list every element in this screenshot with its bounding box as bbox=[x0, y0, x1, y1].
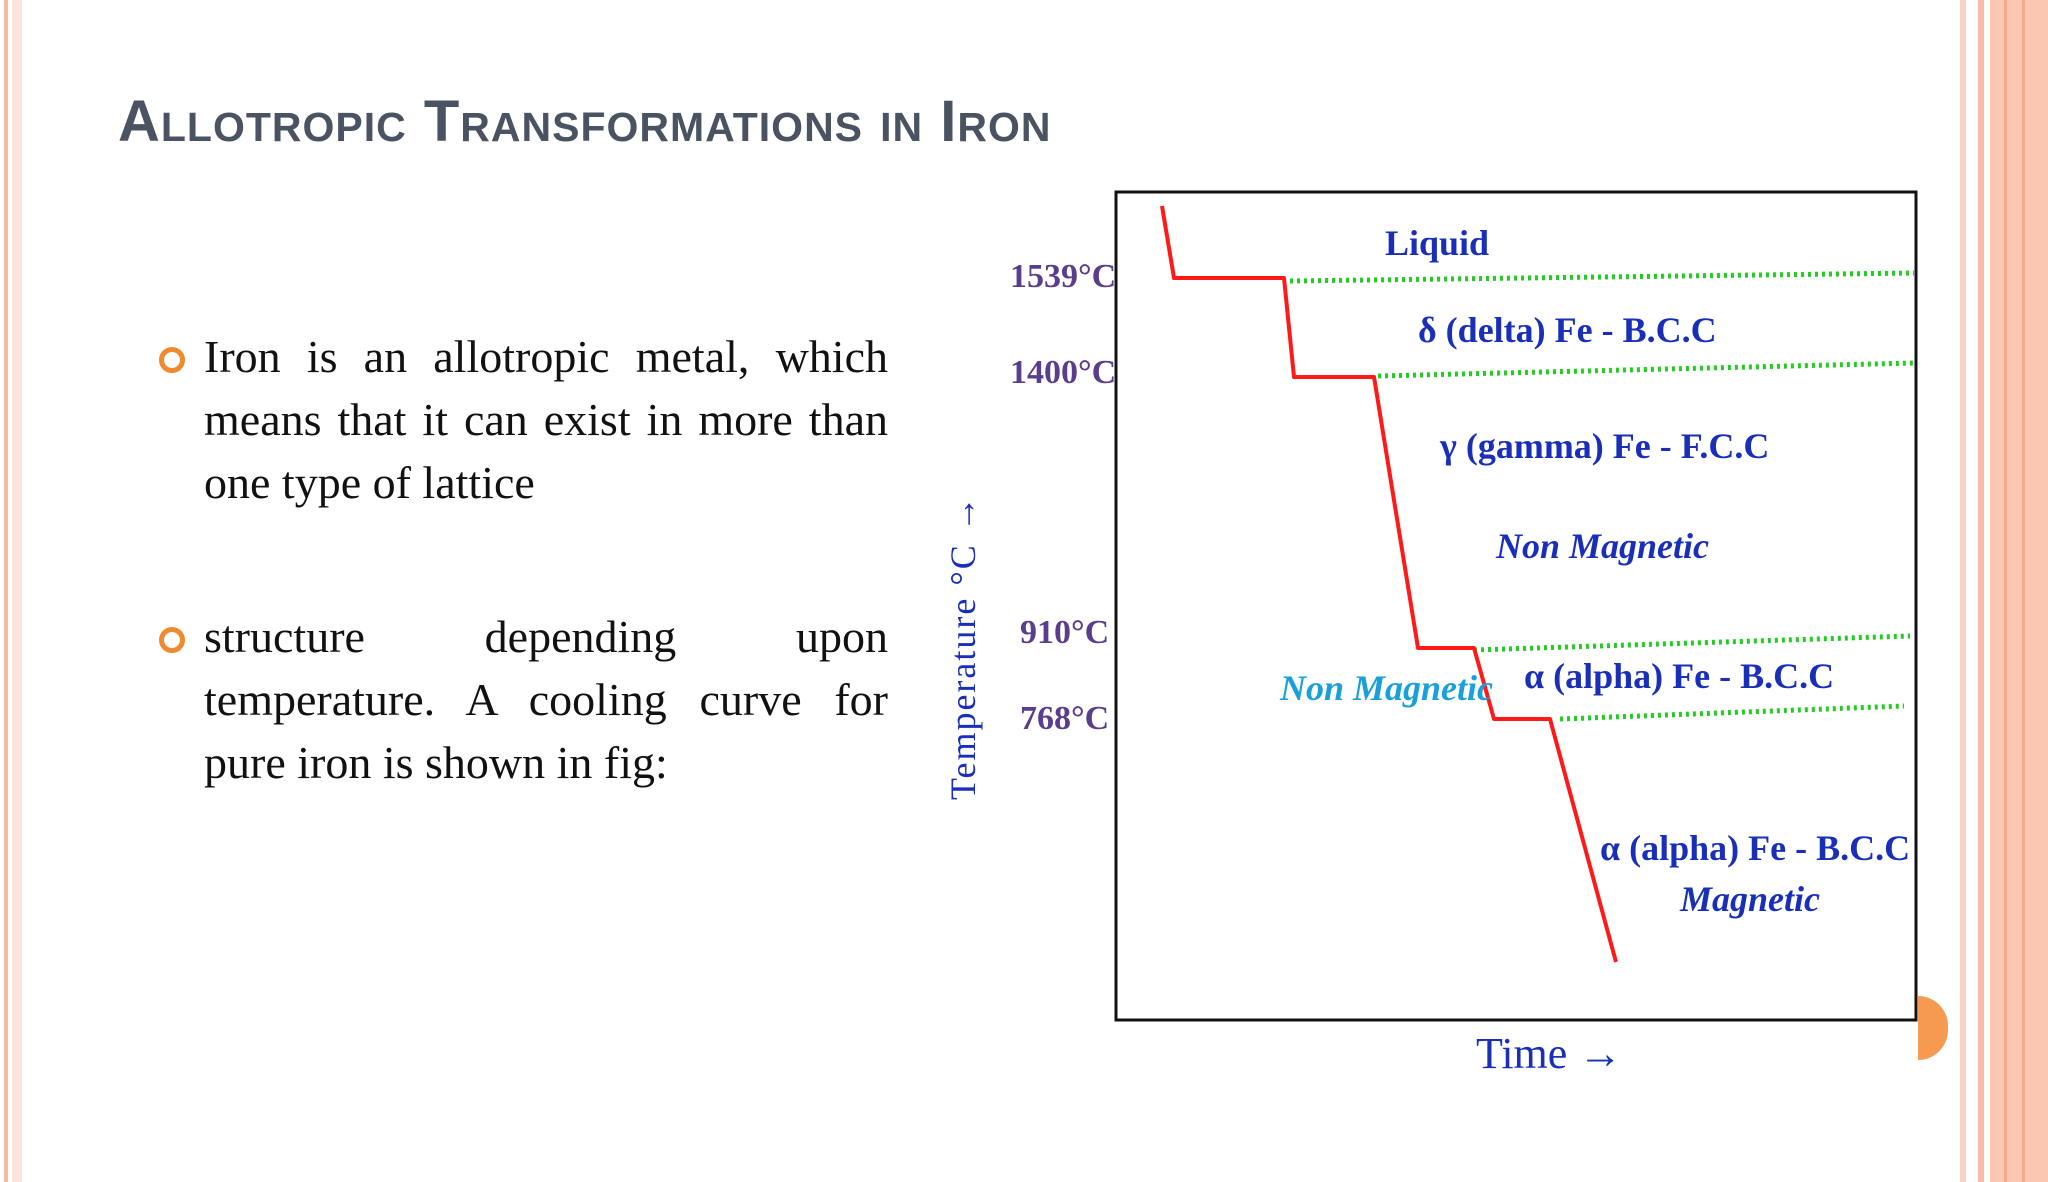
region-label-alpha-magnetism: Magnetic bbox=[1679, 879, 1820, 919]
bullet-item: structure depending upon temperature. A … bbox=[159, 605, 888, 794]
temp-label-1539: 1539°C bbox=[1010, 258, 1116, 295]
right-decorative-border bbox=[1960, 0, 2048, 1182]
temp-label-768: 768°C bbox=[1020, 700, 1109, 737]
temp-label-910: 910°C bbox=[1020, 614, 1109, 651]
phase-boundary-lines bbox=[1289, 270, 1915, 722]
cooling-curve-line bbox=[1160, 205, 1618, 963]
left-decorative-border bbox=[0, 0, 22, 1182]
plot-frame bbox=[1114, 190, 1918, 1022]
border-stripe bbox=[2022, 0, 2025, 1182]
region-label-delta: δ (delta) Fe - B.C.C bbox=[1418, 310, 1717, 350]
x-axis-label: Time → bbox=[1476, 1029, 1622, 1078]
boundary-line-1400 bbox=[1377, 360, 1915, 379]
bullet-circle-icon bbox=[159, 627, 185, 653]
bullet-text: Iron is an allotropic metal, which means… bbox=[204, 331, 888, 508]
non-magnetic-note: Non Magnetic bbox=[1279, 668, 1493, 708]
temp-label-1400: 1400°C bbox=[1010, 354, 1116, 391]
slide-title: Allotropic Transformations in Iron bbox=[118, 89, 1052, 154]
bullet-text: structure depending upon temperature. A … bbox=[204, 611, 888, 788]
bullet-circle-icon bbox=[159, 347, 185, 373]
region-label-liquid: Liquid bbox=[1385, 223, 1489, 263]
bullet-item: Iron is an allotropic metal, which means… bbox=[159, 325, 888, 514]
region-label-gamma: γ (gamma) Fe - F.C.C bbox=[1439, 426, 1769, 466]
temperature-labels: 1539°C 1400°C 910°C 768°C bbox=[1010, 258, 1116, 737]
region-label-alpha-lower: α (alpha) Fe - B.C.C bbox=[1600, 828, 1910, 868]
region-label-alpha-upper: α (alpha) Fe - B.C.C bbox=[1524, 656, 1834, 696]
boundary-line-910 bbox=[1473, 633, 1911, 653]
boundary-line-768 bbox=[1559, 703, 1905, 722]
y-axis-label: Temperature °C → bbox=[943, 494, 983, 800]
region-label-gamma-magnetism: Non Magnetic bbox=[1495, 526, 1709, 566]
border-stripe bbox=[2004, 0, 2007, 1182]
boundary-line-1539 bbox=[1289, 270, 1915, 284]
region-labels: Liquid δ (delta) Fe - B.C.C γ (gamma) Fe… bbox=[1385, 223, 1910, 919]
